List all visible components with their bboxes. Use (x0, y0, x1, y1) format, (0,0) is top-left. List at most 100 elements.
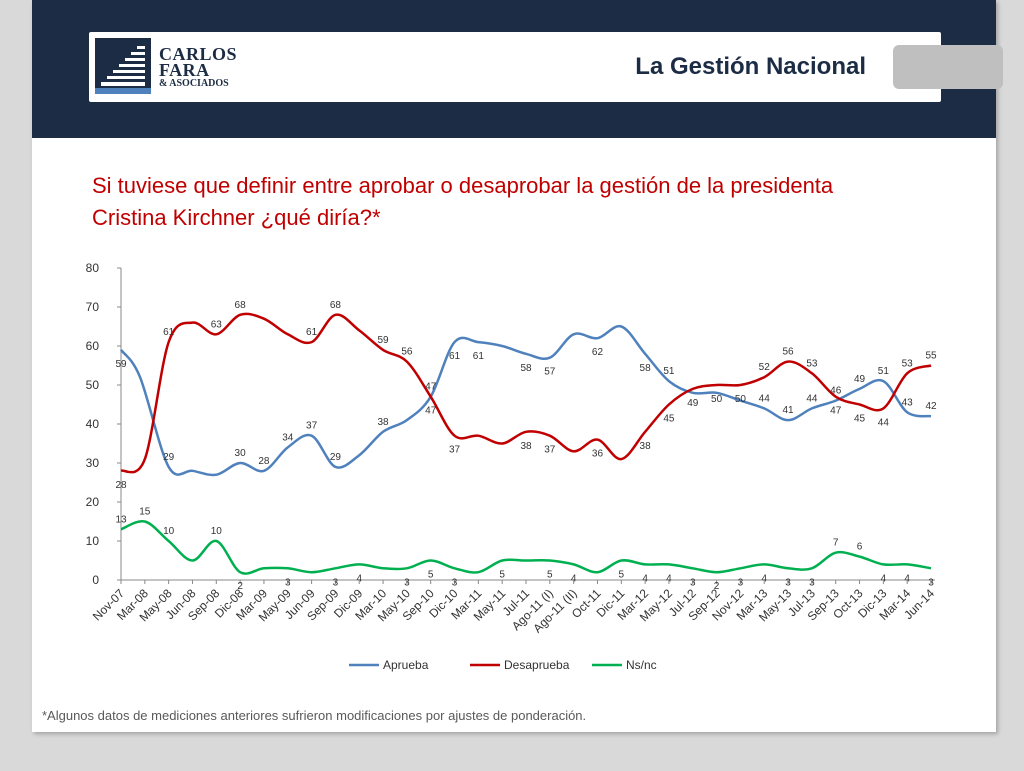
data-label: 47 (830, 406, 842, 417)
data-label: 4 (881, 573, 887, 584)
data-label: 56 (782, 347, 794, 358)
data-label: 38 (377, 417, 389, 428)
data-label: 37 (306, 421, 318, 432)
data-label: 58 (640, 363, 652, 374)
data-label: 3 (452, 577, 458, 588)
data-label: 52 (759, 362, 771, 373)
data-label: 5 (499, 570, 505, 581)
data-label: 57 (544, 367, 556, 378)
logo-wordmark: CARLOS FARA & ASOCIADOS (159, 44, 238, 90)
y-tick-label: 10 (86, 534, 100, 548)
data-label: 5 (619, 570, 625, 581)
data-label: 45 (663, 414, 675, 425)
data-label: 29 (163, 452, 175, 463)
data-label: 3 (690, 577, 696, 588)
side-tab (893, 45, 1003, 89)
data-label: 62 (592, 347, 604, 358)
data-label: 4 (642, 573, 648, 584)
data-label: 47 (425, 382, 437, 393)
y-tick-label: 0 (92, 573, 99, 587)
data-label: 50 (711, 394, 723, 405)
logo-emblem-icon (95, 38, 151, 94)
data-label: 53 (902, 358, 914, 369)
data-label: 2 (714, 581, 720, 592)
data-label: 34 (282, 432, 294, 443)
data-label: 4 (904, 573, 910, 584)
data-label: 53 (806, 358, 818, 369)
data-label: 46 (830, 386, 842, 397)
data-label: 63 (211, 319, 223, 330)
section-title: La Gestión Nacional (635, 53, 866, 80)
data-label: 13 (115, 514, 127, 525)
data-label: 49 (854, 374, 866, 385)
data-label: 51 (663, 366, 675, 377)
data-label: 4 (571, 573, 577, 584)
data-label: 55 (925, 351, 937, 362)
data-label: 3 (785, 577, 791, 588)
x-tick-labels: Nov-07Mar-08May-08Jun-08Sep-08Dic-08Mar-… (90, 586, 937, 636)
survey-question: Si tuviese que definir entre aprobar o d… (92, 173, 834, 230)
legend-label: Desaprueba (504, 658, 570, 672)
data-label: 47 (425, 406, 437, 417)
data-label: 30 (235, 448, 247, 459)
data-label: 44 (878, 417, 890, 428)
data-label: 43 (902, 397, 914, 408)
data-label: 44 (806, 393, 818, 404)
data-label: 10 (163, 526, 175, 537)
data-label: 41 (782, 405, 794, 416)
logo-line-1: CARLOS (159, 44, 238, 64)
data-label: 28 (115, 480, 127, 491)
data-label: 45 (854, 414, 866, 425)
data-label: 4 (356, 573, 362, 584)
y-tick-labels: 0 10 20 30 40 50 60 70 80 (86, 261, 100, 587)
data-label: 59 (377, 335, 389, 346)
logo-line-2: FARA (159, 60, 210, 80)
data-label: 4 (666, 573, 672, 584)
data-label: 61 (163, 327, 175, 338)
data-label: 61 (306, 327, 318, 338)
data-label: 38 (640, 441, 652, 452)
series-line-desaprueba (120, 312, 932, 474)
data-label: 3 (285, 577, 291, 588)
series-line-aprueba (119, 324, 932, 477)
y-tick-label: 70 (86, 300, 100, 314)
data-label: 3 (738, 577, 744, 588)
logo-line-3: & ASOCIADOS (159, 78, 229, 89)
data-label: 56 (401, 347, 413, 358)
data-label: 5 (547, 570, 553, 581)
footnote: *Algunos datos de mediciones anteriores … (42, 708, 587, 723)
data-label: 68 (330, 300, 342, 311)
data-label: 3 (404, 577, 410, 588)
data-label: 5 (428, 570, 434, 581)
data-label: 15 (139, 507, 151, 518)
slide: CARLOS FARA & ASOCIADOS La Gestión Nacio… (32, 0, 996, 732)
data-label: 49 (687, 398, 699, 409)
data-label: 10 (211, 526, 223, 537)
data-label: 58 (520, 363, 532, 374)
chart-legend: Aprueba Desaprueba Ns/nc (349, 658, 657, 672)
series-lines (119, 312, 932, 575)
y-tick-label: 20 (86, 495, 100, 509)
header-band: CARLOS FARA & ASOCIADOS La Gestión Nacio… (32, 0, 996, 138)
data-label: 61 (473, 351, 485, 362)
header-box: CARLOS FARA & ASOCIADOS La Gestión Nacio… (89, 32, 941, 102)
data-label: 6 (857, 542, 863, 553)
series-line-ns-nc (120, 519, 932, 575)
data-label: 42 (925, 401, 937, 412)
data-label: 7 (833, 538, 839, 549)
data-label: 38 (520, 441, 532, 452)
data-label: 3 (333, 577, 339, 588)
y-tick-label: 30 (86, 456, 100, 470)
y-tick-label: 50 (86, 378, 100, 392)
data-label: 3 (928, 577, 934, 588)
data-label: 37 (544, 445, 556, 456)
data-label: 29 (330, 452, 342, 463)
data-label: 51 (878, 366, 890, 377)
data-label: 61 (449, 351, 461, 362)
y-tick-label: 60 (86, 339, 100, 353)
data-label: 59 (115, 359, 127, 370)
company-logo: CARLOS FARA & ASOCIADOS (95, 38, 245, 96)
data-label: 37 (449, 445, 461, 456)
